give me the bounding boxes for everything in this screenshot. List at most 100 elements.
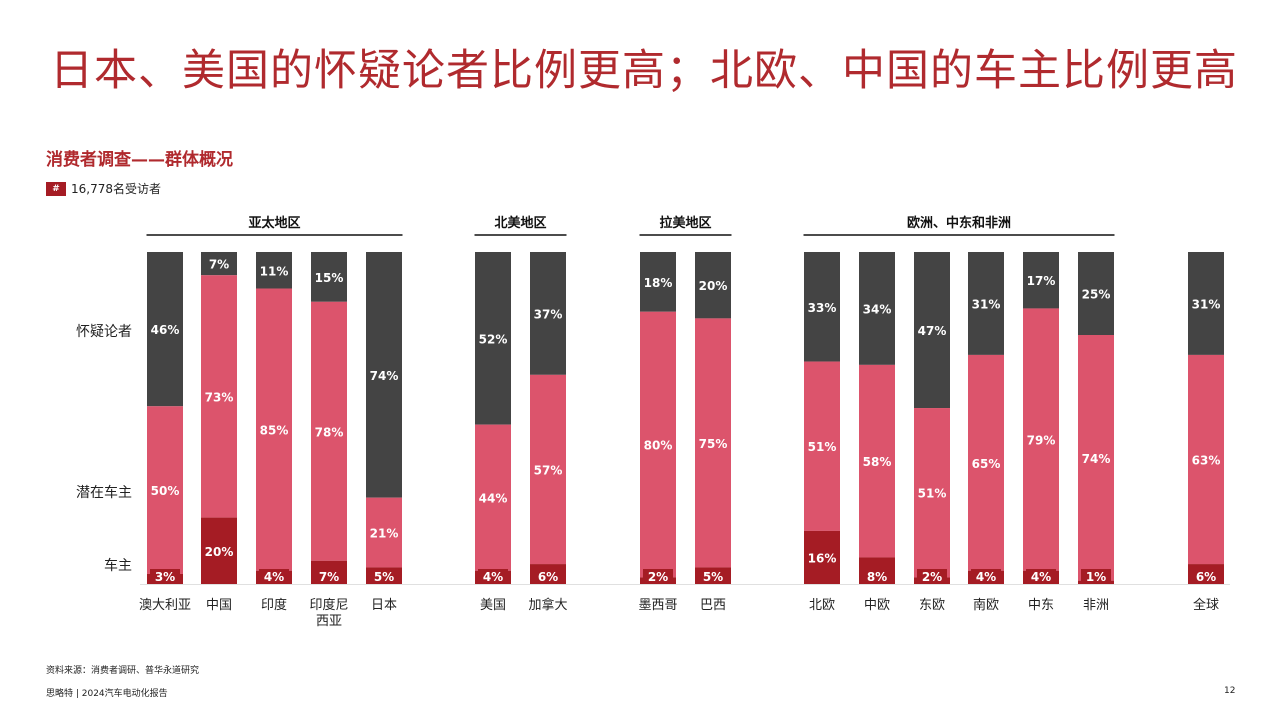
data-label-skeptic: 20% (699, 279, 728, 293)
data-label-owner: 2% (922, 570, 942, 584)
data-label-skeptic: 34% (863, 302, 892, 316)
bar-potential-owner (804, 361, 840, 531)
data-label-owner: 4% (976, 570, 996, 584)
category-label: 南欧 (973, 597, 999, 613)
category-label: 美国 (480, 598, 506, 613)
data-label-potential: 51% (808, 440, 837, 454)
category-label: 印度尼 (309, 597, 348, 613)
data-label-owner: 6% (538, 570, 558, 584)
data-label-potential: 63% (1192, 454, 1221, 468)
category-label: 印度 (261, 597, 287, 613)
row-label: 怀疑论者 (76, 324, 132, 340)
bar-skeptic (201, 252, 237, 276)
bar-skeptic (695, 252, 731, 319)
data-label-owner: 7% (319, 570, 339, 584)
bar-potential-owner (147, 406, 183, 574)
bar-skeptic (1078, 252, 1114, 335)
bar-skeptic (475, 252, 511, 425)
bar-potential-owner (1188, 354, 1224, 565)
data-label-potential: 80% (644, 439, 673, 453)
category-label: 墨西哥 (638, 598, 677, 613)
group-label: 亚太地区 (248, 215, 300, 231)
owner-label-box (1026, 569, 1056, 583)
data-label-potential: 44% (479, 492, 508, 506)
data-label-potential: 79% (1027, 434, 1056, 448)
category-label: 日本 (371, 598, 397, 613)
owner-label-box (1191, 569, 1221, 583)
bar-skeptic (147, 252, 183, 407)
bar-potential-owner (968, 354, 1004, 571)
bar-potential-owner (256, 288, 292, 571)
bar-owner (201, 517, 237, 584)
category-label: 澳大利亚 (139, 597, 191, 613)
respondent-legend: # 16,778名受访者 (46, 180, 161, 197)
source-note: 资料来源：消费者调研、普华永道研究 (46, 666, 200, 676)
bar-potential-owner (859, 364, 895, 558)
data-label-potential: 85% (260, 424, 289, 438)
respondent-badge: # (46, 181, 66, 196)
owner-label-box (1081, 569, 1111, 583)
owner-label-box (643, 569, 673, 583)
owner-label-box (478, 569, 508, 583)
data-label-owner: 20% (205, 545, 234, 559)
category-label: 全球 (1193, 597, 1219, 613)
data-label-potential: 50% (151, 484, 180, 498)
data-label-potential: 75% (699, 437, 728, 451)
bar-potential-owner (475, 424, 511, 571)
bar-potential-owner (1023, 308, 1059, 571)
data-label-owner: 4% (1031, 570, 1051, 584)
bar-skeptic (1188, 252, 1224, 355)
group-label: 欧洲、中东和非洲 (907, 215, 1011, 231)
data-label-skeptic: 18% (644, 276, 673, 290)
owner-label-box (259, 569, 289, 583)
data-label-potential: 74% (1082, 452, 1111, 466)
bar-potential-owner (695, 318, 731, 568)
page-number: 12 (1224, 686, 1236, 696)
data-label-owner: 1% (1086, 570, 1106, 584)
category-label: 中国 (206, 598, 232, 613)
bar-potential-owner (201, 275, 237, 518)
bar-skeptic (804, 252, 840, 362)
row-label: 潜在车主 (76, 484, 132, 501)
data-label-skeptic: 37% (534, 307, 563, 321)
category-label: 东欧 (919, 598, 945, 613)
data-label-owner: 5% (374, 570, 394, 584)
bar-skeptic (311, 252, 347, 302)
bar-potential-owner (311, 301, 347, 561)
data-label-skeptic: 31% (1192, 297, 1221, 311)
bar-skeptic (914, 252, 950, 409)
owner-label-box (533, 569, 563, 583)
data-label-potential: 21% (370, 527, 399, 541)
data-label-skeptic: 47% (918, 324, 947, 338)
data-label-potential: 51% (918, 487, 947, 501)
bar-potential-owner (366, 497, 402, 568)
publisher-footer: 思略特 | 2024汽车电动化报告 (46, 689, 168, 699)
bar-potential-owner (914, 408, 950, 578)
owner-label-box (917, 569, 947, 583)
category-label: 非洲 (1083, 598, 1109, 613)
owner-label-box (698, 569, 728, 583)
group-label: 拉美地区 (659, 215, 711, 231)
bar-potential-owner (640, 311, 676, 578)
data-label-owner: 5% (703, 570, 723, 584)
data-label-owner: 16% (808, 551, 837, 565)
bar-skeptic (1023, 252, 1059, 309)
bar-skeptic (530, 252, 566, 375)
data-label-owner: 4% (483, 570, 503, 584)
bar-skeptic (640, 252, 676, 312)
data-label-potential: 58% (863, 455, 892, 469)
data-label-potential: 78% (315, 425, 344, 439)
category-label: 北欧 (809, 598, 835, 613)
chart-subtitle: 消费者调查——群体概况 (46, 150, 233, 170)
category-label: 中东 (1028, 598, 1054, 613)
data-label-skeptic: 17% (1027, 274, 1056, 288)
category-label: 巴西 (700, 598, 726, 613)
bar-skeptic (366, 252, 402, 498)
page-title: 日本、美国的怀疑论者比例更高；北欧、中国的车主比例更高 (50, 46, 1238, 96)
category-label: 中欧 (864, 598, 890, 613)
data-label-skeptic: 52% (479, 332, 508, 346)
data-label-owner: 2% (648, 570, 668, 584)
data-label-skeptic: 15% (315, 271, 344, 285)
owner-label-box (369, 569, 399, 583)
